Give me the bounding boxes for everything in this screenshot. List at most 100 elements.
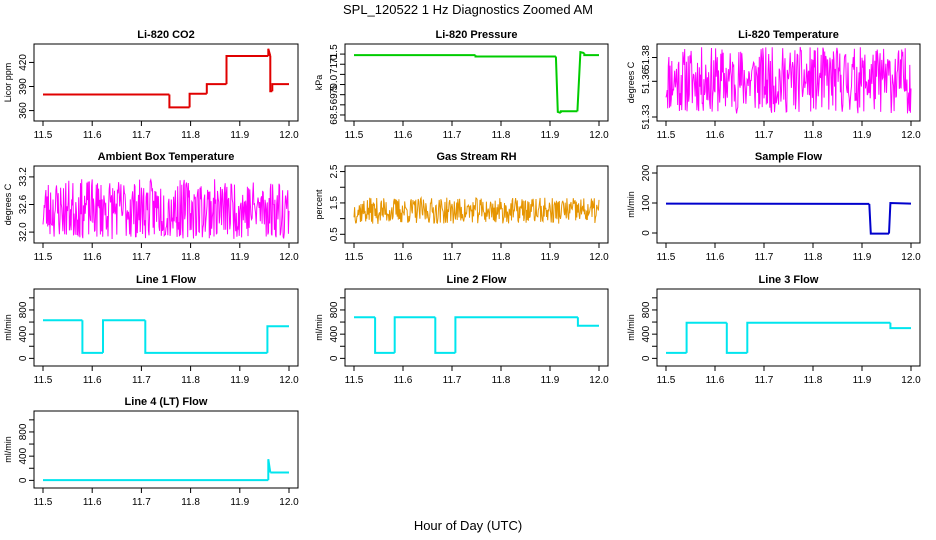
chart-li-820-pressure-frame (344, 43, 609, 122)
chart-line-3-flow-xtick-label-2: 11.7 (755, 375, 774, 386)
chart-li-820-pressure-xtick-label-0: 11.5 (345, 130, 364, 141)
chart-line-4-lt-flow: Line 4 (LT) Flow 11.5 11.6 11.7 11.8 11.9 12.0… (3, 396, 299, 508)
chart-ambient-box-temperature-ytick-label-2: 33.2 (18, 167, 29, 187)
figure-x-axis-label: Hour of Day (UTC) (413, 518, 523, 533)
chart-line-1-flow-title: Line 1 Flow (136, 274, 196, 286)
chart-sample-flow-segment-1 (868, 203, 889, 235)
chart-gas-stream-rh-title: Gas Stream RH (436, 151, 516, 163)
chart-li-820-co2-frame (33, 43, 299, 122)
chart-line-1-flow-xtick-label-1: 11.6 (83, 375, 102, 386)
chart-ambient-box-temperature-xtick-label-3: 11.8 (181, 252, 200, 263)
chart-li-820-temperature-xtick-label-0: 11.5 (657, 130, 676, 141)
chart-li-820-pressure-ylabel: kPa (314, 75, 324, 91)
chart-sample-flow-ylabel: ml/min (626, 191, 636, 218)
chart-gas-stream-rh: Gas Stream RH 11.5 11.6 11.7 11.8 11.9 12.0 0.5… (314, 151, 609, 263)
chart-li-820-co2-segment-5 (267, 48, 272, 57)
chart-line-3-flow-segment-2 (725, 322, 748, 354)
chart-li-820-temperature-xtick-label-4: 11.9 (853, 130, 872, 141)
chart-line-4-lt-flow-frame (33, 410, 299, 489)
chart-li-820-co2-ytick-label-1: 390 (18, 78, 29, 95)
chart-line-4-lt-flow-ytick-label-0: 0 (18, 477, 29, 483)
chart-li-820-co2-ylabel: Licor ppm (3, 63, 13, 103)
chart-line-4-lt-flow-title: Line 4 (LT) Flow (125, 396, 208, 408)
chart-line-3-flow-xtick-label-4: 11.9 (853, 375, 872, 386)
chart-li-820-pressure-title: Li-820 Pressure (436, 29, 518, 41)
figure-title: SPL_120522 1 Hz Diagnostics Zoomed AM (342, 2, 594, 17)
chart-li-820-temperature-xtick-label-3: 11.8 (804, 130, 823, 141)
chart-line-4-lt-flow-xtick-label-0: 11.5 (34, 497, 53, 508)
chart-li-820-co2-title: Li-820 CO2 (137, 29, 194, 41)
chart-line-3-flow-ytick-label-2: 400 (641, 325, 652, 342)
chart-gas-stream-rh-ylabel: percent (314, 189, 324, 220)
chart-line-1-flow-frame (33, 288, 299, 367)
chart-line-2-flow-xtick-label-5: 12.0 (589, 375, 609, 386)
chart-li-820-pressure-ytick-label-2: 69.5 (329, 85, 340, 105)
chart-line-2-flow-ytick-label-0: 0 (329, 355, 340, 361)
chart-line-4-lt-flow-xtick-label-5: 12.0 (279, 497, 299, 508)
chart-line-3-flow-title: Line 3 Flow (759, 274, 819, 286)
chart-li-820-co2: Li-820 CO2 11.5 11.6 11.7 11.8 11.9 12.0 360 390… (3, 29, 299, 141)
chart-sample-flow-xtick-label-4: 11.9 (853, 252, 872, 263)
chart-line-2-flow-segment-3 (434, 317, 456, 354)
chart-li-820-pressure-ytick-label-5: 71.0 (329, 54, 340, 74)
chart-line-2-flow-frame (344, 288, 609, 367)
chart-gas-stream-rh-ytick-label-2: 1.5 (329, 196, 340, 210)
chart-line-2-flow: Line 2 Flow 11.5 11.6 11.7 11.8 11.9 12.0 0 400 8… (314, 274, 609, 386)
chart-gas-stream-rh-series (353, 195, 600, 224)
chart-line-1-flow-segment-2 (102, 319, 146, 353)
chart-gas-stream-rh-xtick-label-0: 11.5 (345, 252, 364, 263)
chart-line-1-flow-ytick-label-2: 400 (18, 325, 29, 342)
chart-li-820-temperature-xtick-label-5: 12.0 (901, 130, 921, 141)
chart-li-820-co2-series (43, 48, 289, 109)
chart-gas-stream-rh-xtick-label-5: 12.0 (589, 252, 609, 263)
chart-line-3-flow-ytick-label-0: 0 (641, 355, 652, 361)
chart-ambient-box-temperature-xtick-label-1: 11.6 (83, 252, 102, 263)
chart-sample-flow-xtick-label-1: 11.6 (706, 252, 725, 263)
chart-line-3-flow-xtick-label-3: 11.8 (804, 375, 823, 386)
chart-line-3-flow-xtick-label-0: 11.5 (657, 375, 676, 386)
chart-sample-flow-xtick-label-5: 12.0 (901, 252, 921, 263)
chart-li-820-co2-xtick-label-4: 11.9 (230, 130, 249, 141)
chart-line-1-flow-xtick-label-2: 11.7 (132, 375, 151, 386)
chart-line-1-flow-segment-4 (266, 325, 289, 353)
chart-li-820-pressure-segment-2 (554, 56, 562, 114)
chart-line-3-flow-series (666, 321, 911, 354)
chart-li-820-co2-xtick-label-3: 11.8 (181, 130, 200, 141)
chart-gas-stream-rh-ytick-label-4: 2.5 (329, 164, 340, 178)
chart-li-820-pressure-ytick-label-0: 68.5 (329, 105, 340, 125)
chart-line-2-flow-xtick-label-0: 11.5 (345, 375, 364, 386)
chart-line-1-flow-series (43, 319, 289, 354)
chart-line-1-flow-ylabel: ml/min (3, 314, 13, 341)
chart-li-820-temperature-series (665, 46, 912, 114)
chart-line-1-flow-ytick-label-0: 0 (18, 355, 29, 361)
chart-line-2-flow-segment-5 (576, 317, 599, 327)
chart-line-3-flow-xtick-label-5: 12.0 (901, 375, 921, 386)
chart-gas-stream-rh-xtick-label-2: 11.7 (443, 252, 462, 263)
chart-li-820-temperature-ytick-label-1: 51.36 (641, 68, 652, 93)
chart-ambient-box-temperature-xtick-label-0: 11.5 (34, 252, 53, 263)
chart-ambient-box-temperature-series (42, 177, 290, 240)
chart-ambient-box-temperature-xtick-label-2: 11.7 (132, 252, 151, 263)
chart-li-820-pressure-series (354, 50, 599, 114)
chart-li-820-co2-xtick-label-2: 11.7 (132, 130, 151, 141)
chart-line-3-flow-segment-3 (746, 321, 891, 353)
chart-li-820-co2-segment-2 (188, 92, 207, 108)
chart-li-820-pressure: Li-820 Pressure 11.5 11.6 11.7 11.8 11.9 12.0 6… (314, 29, 609, 141)
chart-line-1-flow-xtick-label-0: 11.5 (34, 375, 53, 386)
chart-li-820-pressure-xtick-label-5: 12.0 (589, 130, 609, 141)
chart-line-4-lt-flow-ylabel: ml/min (3, 436, 13, 463)
chart-line-2-flow-ylabel: ml/min (314, 314, 324, 341)
chart-line-2-flow-segment-1 (374, 317, 395, 354)
chart-ambient-box-temperature-ytick-label-1: 32.6 (18, 194, 29, 214)
chart-li-820-temperature-ytick-label-2: 51.38 (641, 45, 652, 70)
chart-li-820-pressure-segment-4 (576, 50, 585, 112)
chart-li-820-pressure-xtick-label-4: 11.9 (541, 130, 560, 141)
chart-line-2-flow-segment-4 (454, 316, 578, 353)
chart-line-3-flow-xtick-label-1: 11.6 (706, 375, 725, 386)
chart-li-820-pressure-segment-1 (474, 55, 556, 58)
chart-line-2-flow-xtick-label-3: 11.8 (492, 375, 511, 386)
chart-ambient-box-temperature-ylabel: degrees C (3, 183, 13, 225)
chart-li-820-temperature-title: Li-820 Temperature (738, 29, 839, 41)
chart-li-820-pressure-segment-5 (583, 53, 599, 57)
chart-sample-flow-ytick-label-2: 200 (641, 164, 652, 181)
